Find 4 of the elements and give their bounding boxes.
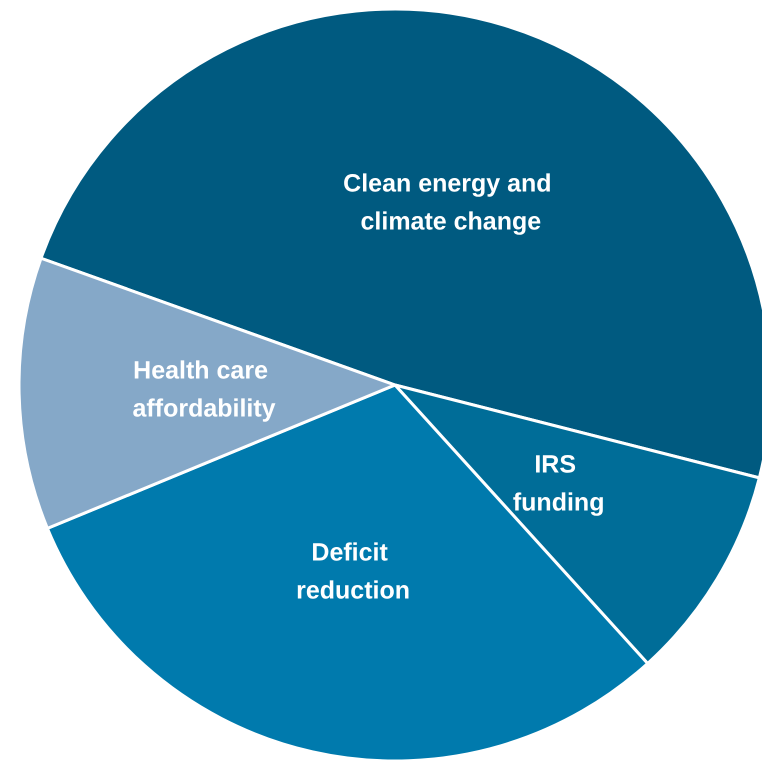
slice-label: IRS funding [512, 450, 604, 516]
slice-label: Deficit reduction [296, 538, 410, 604]
slice-label: Clean energy and climate change [343, 169, 559, 236]
slice-label: Health care affordability [132, 356, 276, 423]
